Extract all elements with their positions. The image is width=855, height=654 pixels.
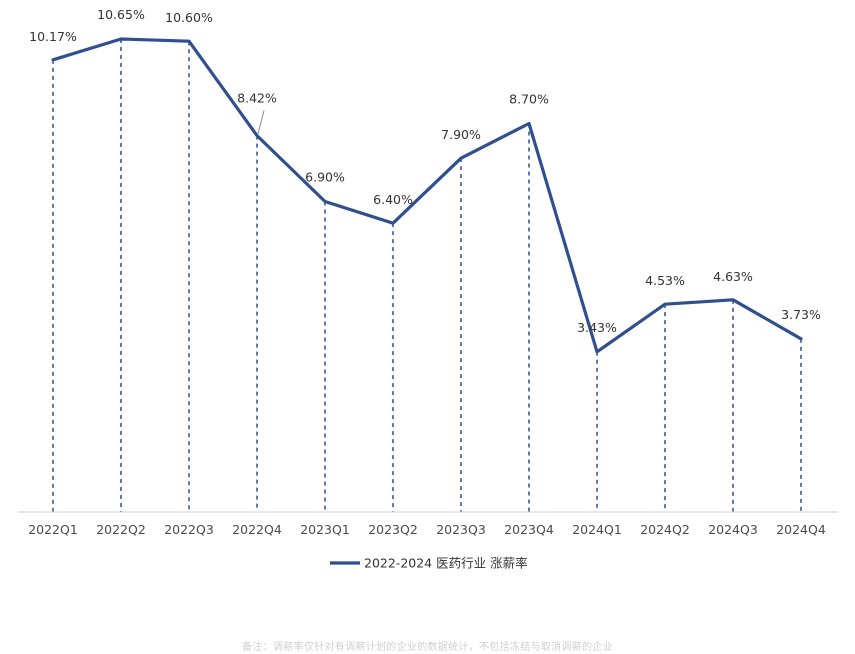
series-line	[51, 37, 803, 354]
data-label: 10.60%	[165, 10, 213, 25]
data-labels: 10.17% 10.65% 10.60% 8.42% 6.90% 6.40% 7.90% 8.…	[29, 7, 821, 335]
legend-label: 2022-2024 医药行业 涨薪率	[364, 556, 528, 571]
x-tick-label: 2023Q4	[504, 522, 554, 537]
data-label: 3.43%	[577, 320, 617, 335]
drop-lines	[52, 39, 802, 512]
data-label: 7.90%	[441, 127, 481, 142]
x-tick-label: 2022Q1	[28, 522, 78, 537]
x-tick-label: 2022Q3	[164, 522, 214, 537]
x-tick-label: 2024Q3	[708, 522, 758, 537]
x-tick-labels: 2022Q1 2022Q2 2022Q3 2022Q4 2023Q1 2023Q2 2023…	[28, 522, 826, 537]
leader-line	[257, 110, 265, 134]
x-tick-label: 2024Q4	[776, 522, 826, 537]
data-label: 10.17%	[29, 29, 77, 44]
leader-lines	[257, 110, 265, 134]
x-tick-label: 2023Q3	[436, 522, 486, 537]
x-tick-label: 2022Q4	[232, 522, 282, 537]
x-tick-label: 2022Q2	[96, 522, 146, 537]
footnote: 备注：调薪率仅针对有调薪计划的企业的数据统计，不包括冻结与取消调薪的企业	[242, 642, 613, 653]
legend: 2022-2024 医药行业 涨薪率	[330, 556, 528, 571]
x-tick-label: 2023Q1	[300, 522, 350, 537]
data-label: 4.53%	[645, 273, 685, 288]
data-label: 10.65%	[97, 7, 145, 22]
data-label: 3.73%	[781, 307, 821, 322]
data-label: 6.90%	[305, 169, 345, 184]
x-tick-label: 2023Q2	[368, 522, 418, 537]
x-tick-label: 2024Q2	[640, 522, 690, 537]
data-label: 8.42%	[237, 91, 277, 106]
x-tick-label: 2024Q1	[572, 522, 622, 537]
data-label: 4.63%	[713, 269, 753, 284]
data-label: 8.70%	[509, 92, 549, 107]
data-label: 6.40%	[373, 192, 413, 207]
